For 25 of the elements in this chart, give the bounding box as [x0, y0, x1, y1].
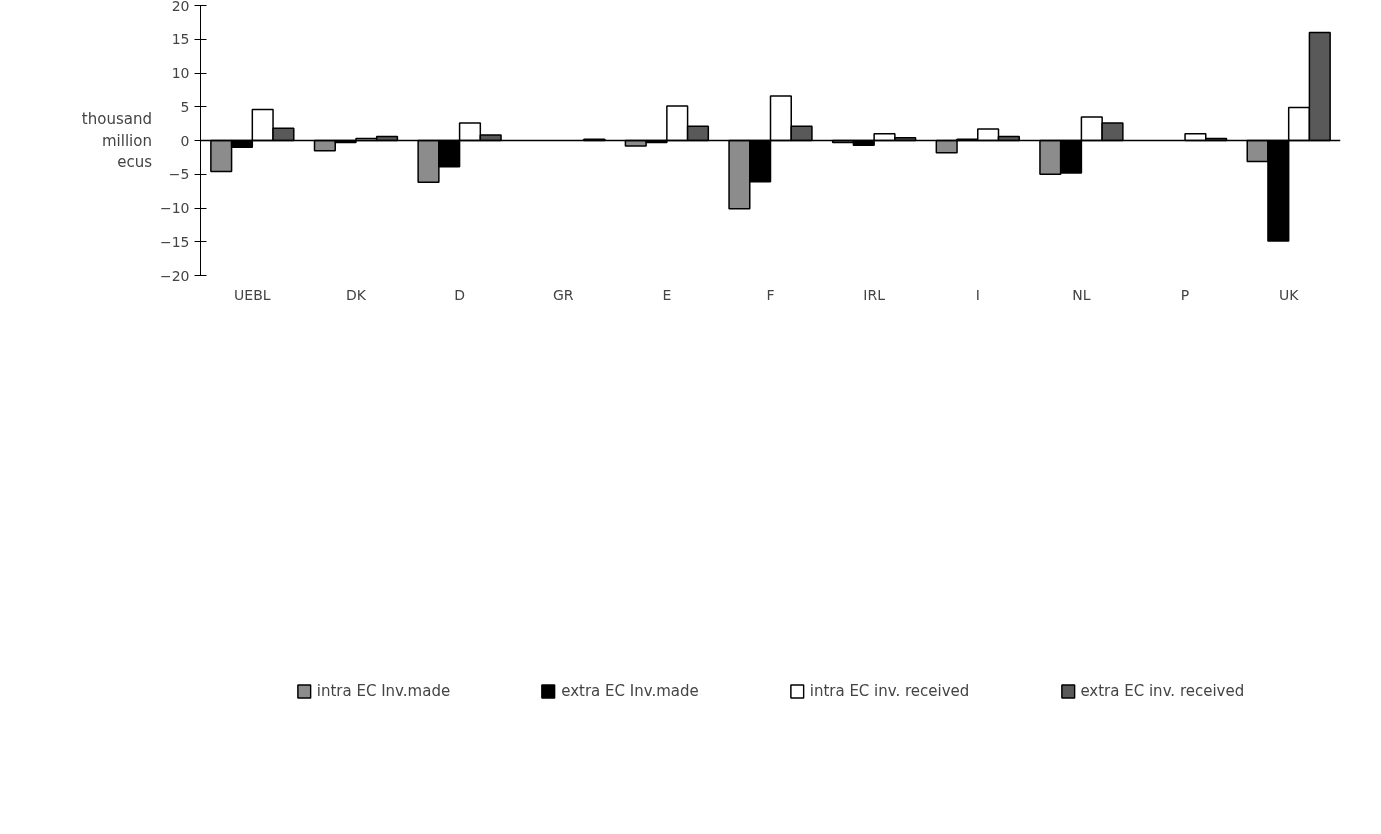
x-tick-label: IRL: [863, 286, 886, 303]
x-tick-label: UEBL: [234, 286, 271, 303]
y-tick-label: 0: [180, 132, 190, 149]
legend-label: extra EC Inv.made: [561, 681, 699, 700]
y-tick-label: 20: [171, 0, 190, 14]
x-tick-label: F: [766, 286, 775, 303]
legend-label: intra EC Inv.made: [316, 681, 451, 700]
x-tick-label: P: [1180, 286, 1190, 303]
y-axis-title: thousand million ecus: [81, 109, 153, 172]
x-tick-label: D: [454, 286, 465, 303]
legend-label: extra EC inv. received: [1080, 681, 1245, 700]
x-tick-label: UK: [1278, 286, 1300, 303]
legend-label: intra EC inv. received: [809, 681, 970, 700]
x-tick-label: E: [662, 286, 672, 303]
y-tick-label: −10: [159, 200, 190, 216]
y-tick-label: 10: [171, 65, 190, 81]
x-tick-label: NL: [1072, 286, 1091, 303]
y-tick-label: −15: [159, 233, 190, 250]
x-tick-label: I: [975, 286, 980, 303]
y-tick-label: −5: [168, 166, 190, 183]
y-tick-label: −20: [159, 267, 190, 284]
x-tick-label: GR: [552, 286, 574, 303]
y-tick-label: 5: [180, 98, 190, 115]
x-tick-label: DK: [345, 286, 367, 303]
y-tick-label: 15: [171, 31, 190, 48]
